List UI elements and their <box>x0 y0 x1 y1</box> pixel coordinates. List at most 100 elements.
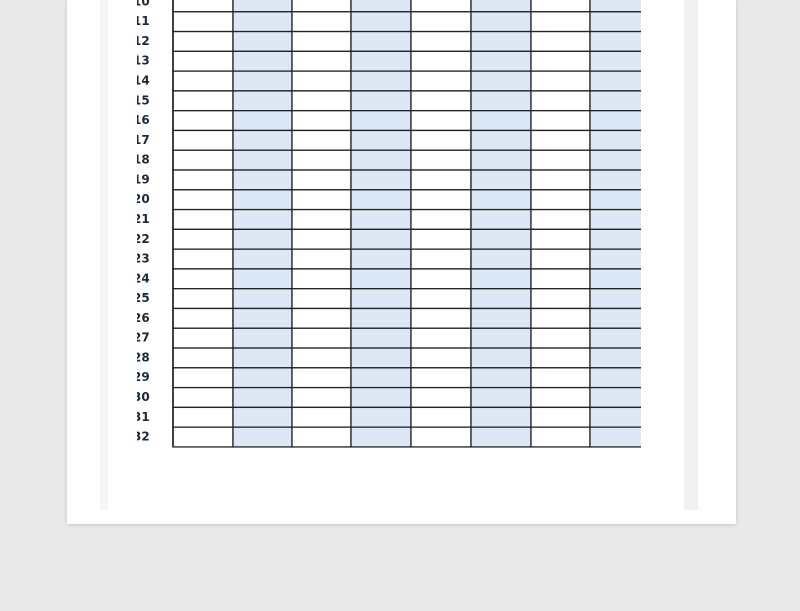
cell <box>350 406 412 428</box>
cell <box>291 110 352 132</box>
cell <box>410 327 472 349</box>
cell <box>470 347 532 369</box>
cell <box>530 149 591 171</box>
cell <box>291 248 352 270</box>
cell <box>172 169 234 191</box>
cell <box>291 307 352 329</box>
cell <box>470 129 532 151</box>
cell <box>589 268 641 290</box>
cell <box>589 90 641 112</box>
row-label: 29 <box>133 370 150 384</box>
cell <box>350 110 412 132</box>
cell <box>410 307 472 329</box>
cell <box>530 248 591 270</box>
cell <box>589 189 641 211</box>
cell <box>530 307 591 329</box>
cell <box>172 307 234 329</box>
cell <box>589 110 641 132</box>
cell <box>530 90 591 112</box>
cell <box>410 0 472 13</box>
cell <box>172 129 234 151</box>
cell <box>291 11 352 33</box>
cell <box>530 347 591 369</box>
cell <box>589 426 641 448</box>
cell <box>232 288 293 310</box>
cell <box>530 268 591 290</box>
row-label: 30 <box>133 390 150 404</box>
cell <box>410 208 472 231</box>
cell <box>232 327 293 349</box>
cell <box>470 50 532 72</box>
cell <box>589 129 641 151</box>
cell <box>470 406 532 428</box>
cell <box>470 30 532 52</box>
cell <box>232 129 293 151</box>
cell <box>589 327 641 349</box>
cell <box>172 50 234 72</box>
cell <box>589 347 641 369</box>
cell <box>232 169 293 191</box>
cell <box>350 11 412 33</box>
cell <box>470 110 532 132</box>
cell <box>589 386 641 409</box>
cell <box>172 347 234 369</box>
cell <box>530 426 591 448</box>
row-label: 17 <box>133 133 150 147</box>
cell <box>470 248 532 270</box>
cell <box>232 189 293 211</box>
cell <box>350 327 412 349</box>
cell <box>589 406 641 428</box>
cell <box>172 189 234 211</box>
cell <box>291 70 352 92</box>
cell <box>172 426 234 448</box>
cell <box>410 426 472 448</box>
cell <box>530 228 591 250</box>
cell <box>291 50 352 72</box>
row-label: 21 <box>133 212 150 226</box>
cell <box>470 189 532 211</box>
row-label: 15 <box>133 93 150 107</box>
cell <box>589 228 641 250</box>
cell <box>410 248 472 270</box>
cell <box>232 50 293 72</box>
cell <box>350 307 412 329</box>
cell <box>291 386 352 409</box>
row-label: 27 <box>133 331 150 345</box>
cell <box>470 11 532 33</box>
cell <box>470 0 532 13</box>
cell <box>410 268 472 290</box>
cell <box>172 149 234 171</box>
cell <box>530 30 591 52</box>
cell <box>232 149 293 171</box>
cell <box>530 386 591 409</box>
cell <box>232 248 293 270</box>
cell <box>530 50 591 72</box>
row-label: 23 <box>133 252 150 266</box>
cell <box>291 129 352 151</box>
cell <box>589 307 641 329</box>
cell <box>291 169 352 191</box>
cell <box>232 90 293 112</box>
cell <box>172 228 234 250</box>
cell <box>410 288 472 310</box>
cell <box>232 208 293 231</box>
cell <box>410 169 472 191</box>
cell <box>172 90 234 112</box>
cell <box>470 208 532 231</box>
cell <box>291 30 352 52</box>
cell <box>350 50 412 72</box>
cell <box>350 426 412 448</box>
cell <box>291 189 352 211</box>
cell <box>589 248 641 270</box>
cell <box>470 327 532 349</box>
row-label: 10 <box>133 0 150 8</box>
cell <box>530 327 591 349</box>
cell <box>172 208 234 231</box>
cell <box>291 347 352 369</box>
cell <box>470 386 532 409</box>
cell <box>232 347 293 369</box>
cell <box>172 110 234 132</box>
cell <box>410 90 472 112</box>
cell <box>410 11 472 33</box>
